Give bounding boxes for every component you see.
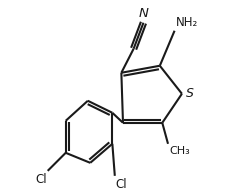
Text: Cl: Cl: [116, 178, 127, 191]
Text: CH₃: CH₃: [169, 146, 190, 156]
Text: Cl: Cl: [35, 173, 47, 186]
Text: S: S: [186, 87, 194, 100]
Text: N: N: [139, 7, 148, 20]
Text: NH₂: NH₂: [176, 16, 198, 29]
